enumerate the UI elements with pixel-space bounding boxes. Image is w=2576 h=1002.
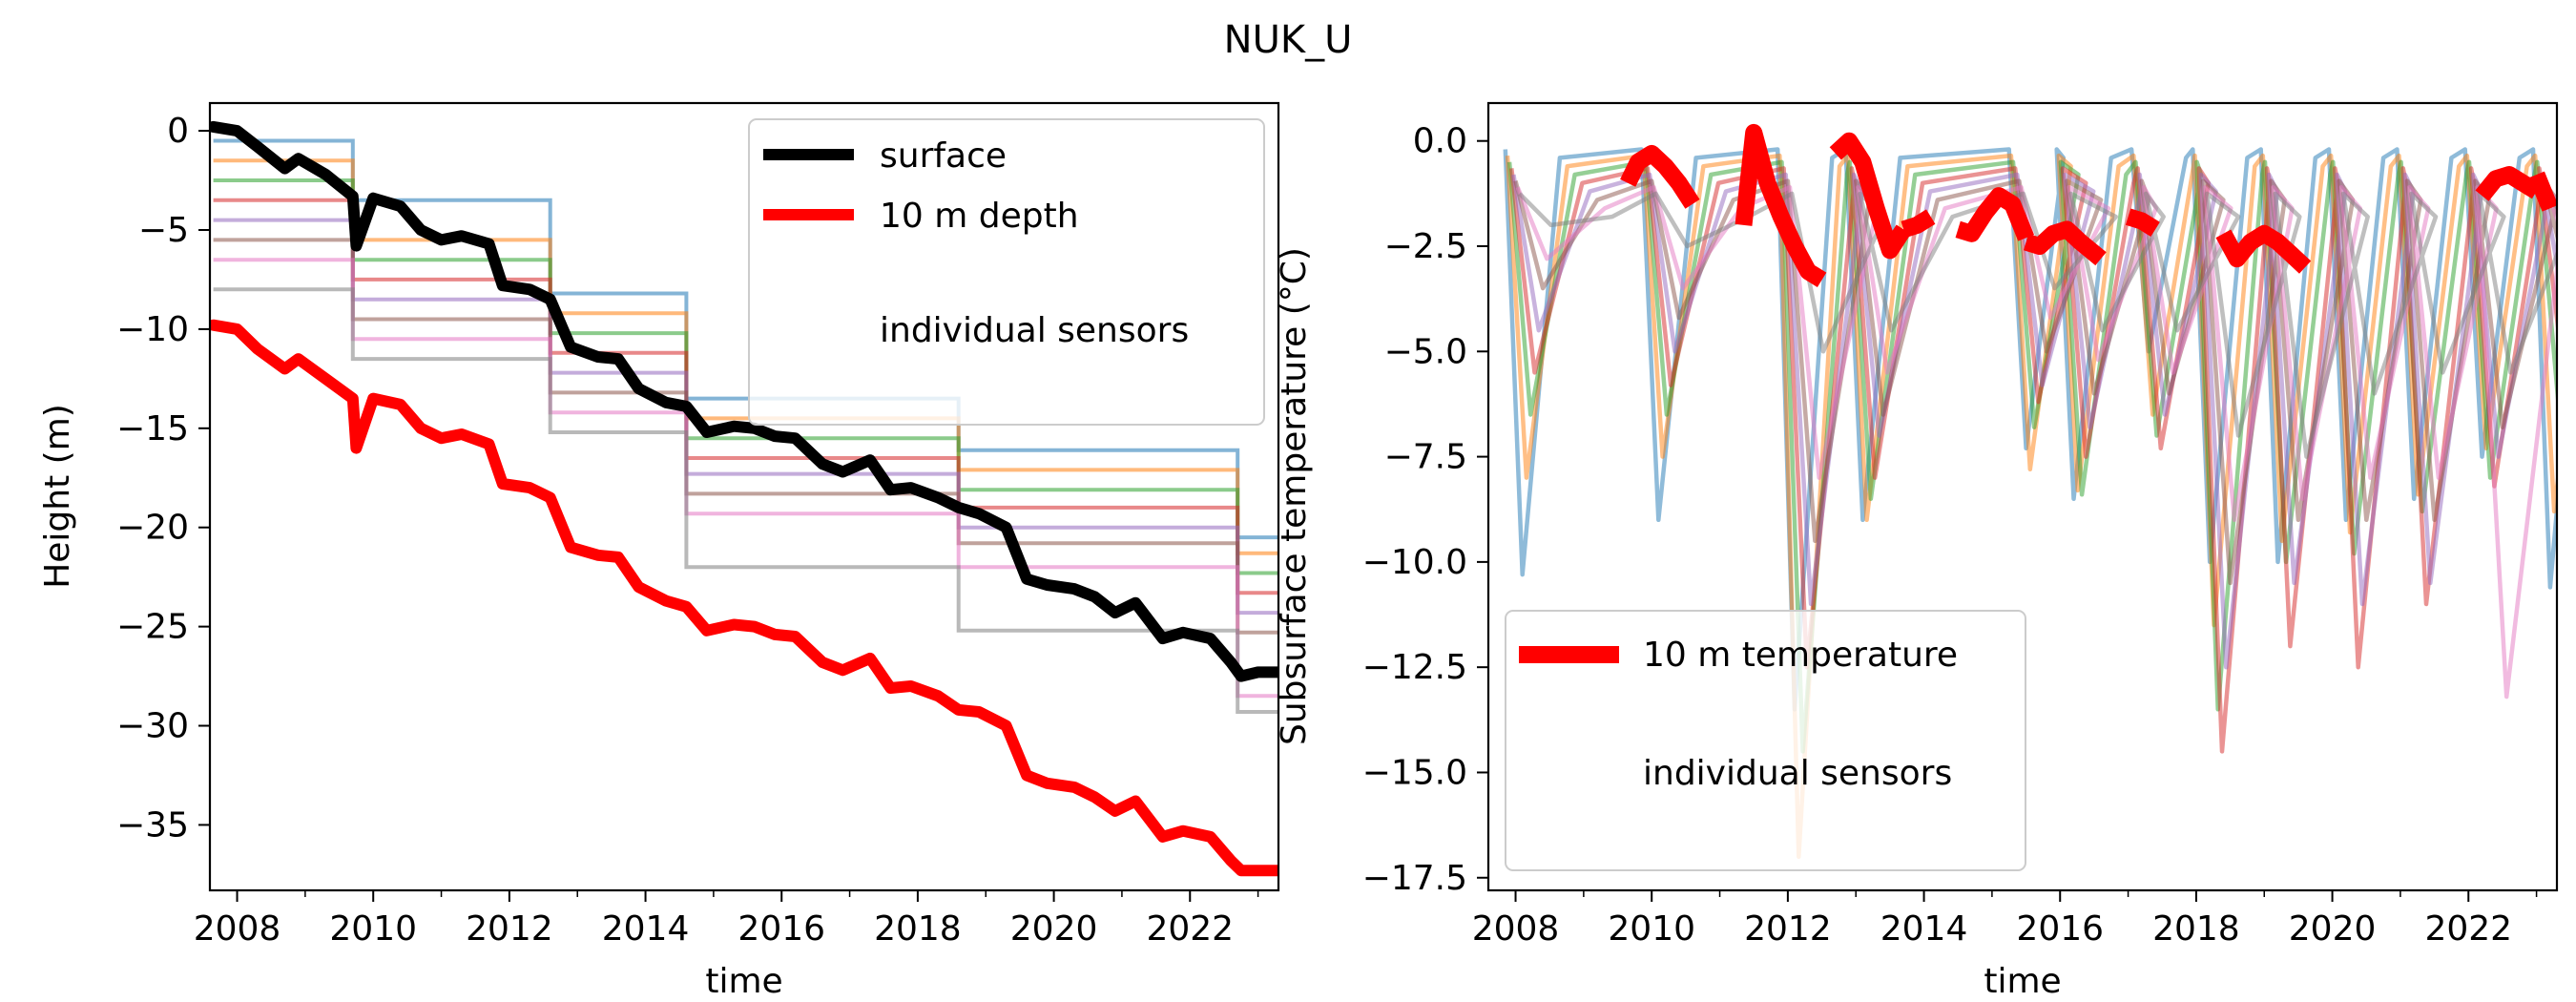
sensor-depth-trace bbox=[213, 287, 1278, 714]
left-x-ticks: 2008 2010 2012 2014 2016 2018 2020 2022 bbox=[194, 890, 1259, 949]
left-x-axis-label: time bbox=[705, 962, 782, 1001]
y-tick-label: −35 bbox=[116, 805, 189, 845]
x-tick-label: 2022 bbox=[1146, 909, 1234, 949]
right-y-axis-label: Subsurface temperature (°C) bbox=[1275, 247, 1314, 745]
sensor-temperature-trace bbox=[1506, 159, 2557, 754]
y-tick-label: −5.0 bbox=[1384, 332, 1467, 371]
left-legend-frame bbox=[748, 118, 1265, 426]
temp10-line-segment bbox=[2023, 220, 2107, 266]
temp10-line-segment bbox=[1955, 187, 2034, 242]
y-tick-label: 0.0 bbox=[1413, 122, 1467, 161]
right-y-ticks: 0.0 −2.5 −5.0 −7.5 −10.0 −12.5 −15.0 −17.5 bbox=[1362, 122, 1488, 898]
y-tick-label: −25 bbox=[116, 608, 189, 647]
temp10-line-segment bbox=[1901, 209, 1936, 238]
y-tick-label: −2.5 bbox=[1384, 227, 1467, 266]
left-panel: 0−5−10−15−20−25−30−35 2008 2010 2012 2014 20… bbox=[38, 101, 1280, 1001]
sensor-temperature-trace bbox=[1505, 153, 2557, 859]
temp10-line-segment bbox=[2475, 166, 2542, 201]
x-tick-label: 2014 bbox=[1880, 909, 1968, 949]
temp10-line-segment bbox=[2215, 224, 2312, 274]
y-tick-label: −10 bbox=[116, 310, 189, 349]
legend-rsensors-label: individual sensors bbox=[1643, 754, 1952, 793]
legend-sensors-label: individual sensors bbox=[880, 311, 1189, 350]
legend-depth-label: 10 m depth bbox=[880, 197, 1079, 236]
y-tick-label: −17.5 bbox=[1362, 859, 1467, 898]
x-tick-label: 2016 bbox=[737, 909, 825, 949]
right-axes-frame bbox=[1486, 101, 2559, 892]
x-tick-label: 2010 bbox=[329, 909, 417, 949]
x-tick-label: 2022 bbox=[2424, 909, 2512, 949]
x-tick-label: 2008 bbox=[194, 909, 281, 949]
right-legend: 10 m temperature individual sensors bbox=[1505, 610, 2026, 871]
figure-title: NUK_U bbox=[1224, 18, 1353, 62]
right-legend-frame bbox=[1505, 610, 2026, 871]
y-tick-label: −15 bbox=[116, 409, 189, 449]
x-tick-label: 2016 bbox=[2016, 909, 2104, 949]
x-tick-label: 2012 bbox=[1744, 909, 1832, 949]
left-y-axis-label: Height (m) bbox=[38, 404, 77, 589]
y-tick-label: −10.0 bbox=[1362, 543, 1467, 582]
x-tick-label: 2020 bbox=[1010, 909, 1098, 949]
x-tick-label: 2018 bbox=[2152, 909, 2240, 949]
y-tick-label: −5 bbox=[138, 211, 189, 250]
surface-line bbox=[210, 120, 1278, 682]
temp10-line-segment bbox=[2125, 208, 2160, 238]
right-x-axis-label: time bbox=[1984, 962, 2061, 1001]
y-tick-label: 0 bbox=[167, 112, 189, 151]
left-plot-area bbox=[210, 120, 1278, 877]
legend-temp10-label: 10 m temperature bbox=[1643, 636, 1958, 675]
x-tick-label: 2010 bbox=[1608, 909, 1695, 949]
x-tick-label: 2008 bbox=[1472, 909, 1560, 949]
legend-surface-label: surface bbox=[880, 136, 1007, 176]
y-tick-label: −30 bbox=[116, 707, 189, 746]
right-plot-area bbox=[1503, 123, 2557, 859]
y-tick-label: −7.5 bbox=[1384, 438, 1467, 477]
left-legend: surface 10 m depth individual sensors bbox=[748, 118, 1265, 426]
left-y-ticks: 0 −5 −10 −15 −20 −25 −30 −35 bbox=[116, 112, 210, 845]
y-tick-label: −12.5 bbox=[1362, 648, 1467, 687]
temp10-line-segment bbox=[1829, 132, 1911, 260]
y-tick-label: −20 bbox=[116, 509, 189, 548]
x-tick-label: 2014 bbox=[602, 909, 690, 949]
temp10-line-segment bbox=[1620, 144, 1700, 209]
depth10-line bbox=[210, 319, 1278, 877]
x-tick-label: 2018 bbox=[874, 909, 962, 949]
left-axes-frame bbox=[208, 101, 1280, 892]
temp10-line-segment bbox=[2528, 171, 2557, 212]
sensor-temperature-trace bbox=[1515, 184, 2557, 699]
temp10-line-segment bbox=[1735, 123, 1827, 287]
y-tick-label: −15.0 bbox=[1362, 753, 1467, 792]
right-panel: 0.0 −2.5 −5.0 −7.5 −10.0 −12.5 −15.0 −17.5 2008… bbox=[1275, 101, 2559, 1001]
x-tick-label: 2012 bbox=[466, 909, 553, 949]
right-x-ticks: 2008 2010 2012 2014 2016 2018 2020 2022 bbox=[1472, 890, 2538, 949]
x-tick-label: 2020 bbox=[2289, 909, 2377, 949]
sensor-temperature-trace bbox=[1509, 166, 2557, 754]
